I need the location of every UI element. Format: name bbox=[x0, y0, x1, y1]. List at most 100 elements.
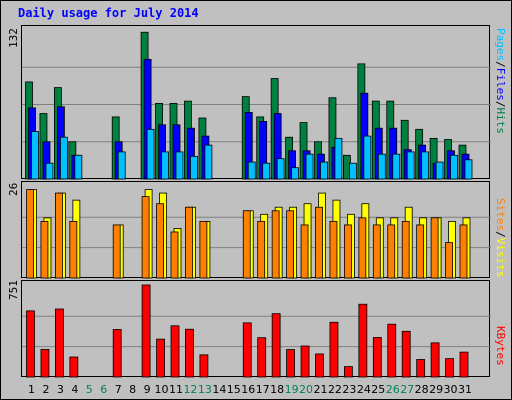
x-tick-label-25: 25 bbox=[371, 383, 385, 396]
x-tick-label-18: 18 bbox=[270, 383, 284, 396]
hits-files-pages-plot bbox=[22, 31, 491, 180]
hits-files-pages-bar-pages-17 bbox=[262, 162, 271, 180]
x-tick-label-14: 14 bbox=[212, 383, 226, 396]
visits-sites-legend-item-1: / bbox=[494, 231, 507, 238]
x-tick-label-30: 30 bbox=[444, 383, 458, 396]
hits-files-pages-bar-pages-4 bbox=[74, 154, 83, 180]
kbytes-bar-kbytes-23 bbox=[343, 366, 353, 378]
hits-files-pages-bar-pages-24 bbox=[363, 135, 372, 180]
x-tick-label-10: 10 bbox=[155, 383, 169, 396]
x-tick-label-23: 23 bbox=[342, 383, 356, 396]
kbytes-bar-kbytes-31 bbox=[459, 351, 469, 378]
x-tick-label-21: 21 bbox=[314, 383, 328, 396]
hits-files-pages-bar-pages-11 bbox=[175, 151, 184, 180]
kbytes-bar-kbytes-1 bbox=[26, 310, 35, 378]
x-tick-label-8: 8 bbox=[129, 383, 136, 396]
hits-files-pages-bar-pages-30 bbox=[450, 154, 458, 180]
kbytes-bar-kbytes-17 bbox=[257, 337, 267, 378]
visits-sites-bar-sites-18 bbox=[271, 210, 280, 279]
visits-sites-plot bbox=[22, 189, 491, 279]
x-tick-label-17: 17 bbox=[256, 383, 270, 396]
kbytes-bar-kbytes-20 bbox=[300, 345, 310, 378]
x-tick-label-12: 12 bbox=[183, 383, 197, 396]
hits-files-pages-bar-pages-25 bbox=[377, 153, 386, 180]
hits-files-pages-bar-pages-7 bbox=[117, 151, 126, 180]
visits-sites-bar-sites-28 bbox=[416, 224, 425, 279]
x-tick-label-24: 24 bbox=[357, 383, 371, 396]
hits-files-pages-bar-pages-20 bbox=[305, 153, 314, 180]
x-tick-label-7: 7 bbox=[115, 383, 122, 396]
kbytes-bar-kbytes-19 bbox=[286, 349, 296, 378]
visits-sites-bar-sites-1 bbox=[26, 189, 34, 279]
x-tick-label-4: 4 bbox=[71, 383, 78, 396]
x-tick-label-6: 6 bbox=[100, 383, 107, 396]
visits-sites-bar-sites-21 bbox=[315, 206, 323, 279]
hits-files-pages-bar-pages-29 bbox=[435, 161, 444, 180]
visits-sites-bar-sites-25 bbox=[372, 224, 381, 279]
visits-sites-bar-sites-17 bbox=[257, 220, 266, 279]
visits-sites-bar-sites-12 bbox=[185, 206, 193, 279]
kbytes-legend-item-0: KBytes bbox=[494, 326, 507, 366]
visits-sites-bar-sites-16 bbox=[242, 210, 251, 279]
visits-sites-bar-sites-11 bbox=[170, 231, 179, 279]
hits-files-pages-bar-pages-19 bbox=[291, 167, 300, 180]
chart-title: Daily usage for July 2014 bbox=[18, 6, 199, 20]
kbytes-bar-kbytes-21 bbox=[315, 353, 324, 378]
visits-sites-bar-sites-20 bbox=[300, 224, 309, 279]
hits-files-pages-bar-pages-23 bbox=[348, 162, 357, 180]
kbytes-bar-kbytes-11 bbox=[170, 325, 180, 378]
hits-files-pages-bar-pages-28 bbox=[421, 151, 430, 180]
x-tick-label-13: 13 bbox=[198, 383, 212, 396]
x-tick-label-2: 2 bbox=[42, 383, 49, 396]
visits-sites-ymax-label: 26 bbox=[7, 182, 20, 196]
kbytes-bar-kbytes-29 bbox=[430, 342, 440, 378]
visits-sites-bar-sites-31 bbox=[459, 224, 468, 279]
kbytes-bar-kbytes-12 bbox=[185, 328, 194, 378]
x-tick-label-29: 29 bbox=[429, 383, 443, 396]
hits-files-pages-legend-item-1: / bbox=[494, 61, 507, 68]
hits-files-pages-bar-pages-13 bbox=[204, 144, 213, 180]
visits-sites-panel bbox=[21, 181, 491, 279]
x-tick-label-9: 9 bbox=[144, 383, 151, 396]
hits-files-pages-bar-pages-31 bbox=[464, 159, 473, 180]
visits-sites-bar-sites-23 bbox=[343, 224, 352, 279]
hits-files-pages-bar-pages-10 bbox=[161, 151, 169, 180]
visits-sites-bar-sites-26 bbox=[387, 224, 396, 279]
hits-files-pages-panel bbox=[21, 25, 491, 180]
visits-sites-bar-sites-3 bbox=[55, 192, 63, 279]
kbytes-bar-kbytes-18 bbox=[271, 313, 281, 378]
kbytes-bar-kbytes-30 bbox=[445, 358, 454, 378]
visits-sites-bar-sites-4 bbox=[69, 220, 78, 279]
visits-sites-bar-sites-7 bbox=[112, 224, 121, 279]
visits-sites-bar-sites-10 bbox=[156, 203, 164, 279]
kbytes-panel bbox=[21, 280, 491, 378]
hits-files-pages-bar-pages-16 bbox=[247, 161, 256, 180]
hits-files-pages-bar-pages-26 bbox=[392, 153, 401, 180]
kbytes-bar-kbytes-22 bbox=[329, 321, 339, 378]
x-tick-label-22: 22 bbox=[328, 383, 342, 396]
hits-files-pages-bar-pages-3 bbox=[60, 136, 68, 180]
kbytes-bar-kbytes-10 bbox=[156, 338, 165, 378]
x-tick-label-11: 11 bbox=[169, 383, 183, 396]
kbytes-bar-kbytes-28 bbox=[416, 359, 426, 378]
visits-sites-bar-sites-19 bbox=[286, 210, 295, 279]
hits-files-pages-legend: Pages/Files/Hits bbox=[494, 28, 507, 134]
hits-files-pages-bar-pages-2 bbox=[45, 162, 54, 180]
hits-files-pages-bar-pages-21 bbox=[320, 161, 328, 180]
hits-files-pages-bar-pages-1 bbox=[31, 131, 39, 180]
x-tick-label-28: 28 bbox=[415, 383, 429, 396]
kbytes-bar-kbytes-9 bbox=[141, 284, 151, 378]
kbytes-bar-kbytes-16 bbox=[242, 322, 252, 378]
visits-sites-bar-sites-9 bbox=[141, 196, 150, 279]
hits-files-pages-bar-pages-22 bbox=[334, 137, 343, 180]
kbytes-bar-kbytes-24 bbox=[358, 303, 368, 378]
kbytes-bar-kbytes-26 bbox=[387, 323, 397, 378]
kbytes-bar-kbytes-13 bbox=[199, 354, 209, 378]
kbytes-bar-kbytes-25 bbox=[372, 337, 382, 378]
x-tick-label-26: 26 bbox=[386, 383, 400, 396]
visits-sites-bar-sites-30 bbox=[445, 242, 453, 279]
kbytes-plot bbox=[22, 284, 491, 378]
x-tick-label-3: 3 bbox=[57, 383, 64, 396]
kbytes-bar-kbytes-7 bbox=[112, 329, 122, 378]
visits-sites-legend-item-0: Sites bbox=[494, 198, 507, 232]
